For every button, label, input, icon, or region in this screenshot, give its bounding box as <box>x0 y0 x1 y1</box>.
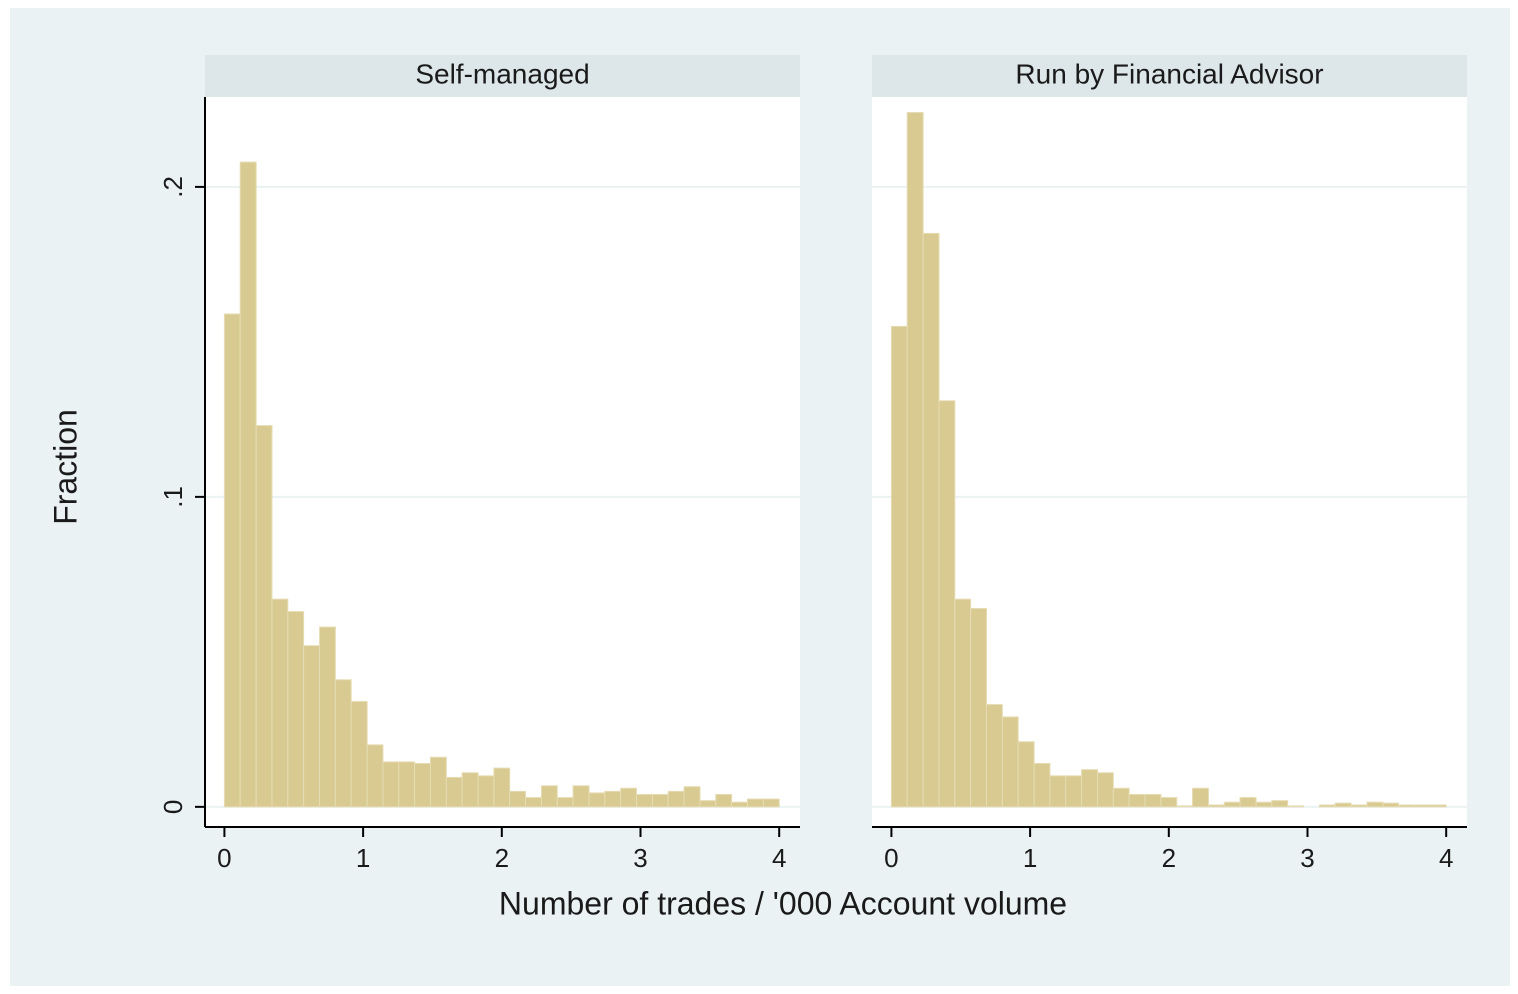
histogram-bar <box>1128 793 1146 808</box>
x-tick-label: 1 <box>1023 843 1037 873</box>
histogram-bar <box>970 607 988 808</box>
histogram-bar <box>461 772 479 808</box>
x-tick-label: 1 <box>356 843 370 873</box>
histogram-bar <box>271 598 289 808</box>
panel-title: Run by Financial Advisor <box>1015 58 1323 89</box>
histogram-bar <box>762 798 780 808</box>
histogram-bar <box>445 776 463 808</box>
histogram-bar <box>954 598 972 808</box>
histogram-bar <box>635 793 653 808</box>
histogram-bar <box>334 679 352 808</box>
histogram-bar <box>699 800 717 808</box>
histogram-bar <box>556 797 574 808</box>
histogram-bar <box>1207 804 1225 808</box>
x-axis-label: Number of trades / '000 Account volume <box>499 885 1067 921</box>
x-tick-label: 2 <box>495 843 509 873</box>
histogram-bar <box>604 790 622 808</box>
histogram-bar <box>1287 805 1304 808</box>
histogram-bar <box>1429 804 1447 808</box>
histogram-bar <box>746 798 764 808</box>
histogram-bar <box>1382 802 1400 808</box>
histogram-bar <box>255 425 273 808</box>
histogram-bar <box>223 313 241 808</box>
x-tick-label: 2 <box>1162 843 1176 873</box>
panel-header <box>872 55 1467 97</box>
histogram-bar <box>572 785 590 808</box>
histogram-bar <box>430 756 447 808</box>
x-tick-label: 4 <box>1439 843 1453 873</box>
panel-title: Self-managed <box>415 58 589 89</box>
histogram-bar <box>1160 797 1178 808</box>
histogram-bar <box>1081 769 1099 808</box>
histogram-bar <box>1176 805 1194 808</box>
histogram-bar <box>1033 762 1051 808</box>
histogram-bar <box>1255 801 1273 808</box>
histogram-bar <box>366 744 384 808</box>
histogram-bar <box>509 790 527 808</box>
histogram-bar <box>398 761 416 808</box>
histogram-bar <box>525 797 542 808</box>
histogram-bar <box>715 793 733 808</box>
histogram-bar <box>540 785 558 808</box>
y-axis-label: Fraction <box>47 409 83 525</box>
histogram-bar <box>239 161 257 808</box>
histogram-bar <box>1097 772 1114 808</box>
histogram-bar <box>382 761 400 808</box>
histogram-bar <box>683 786 701 808</box>
panel-header <box>205 55 800 97</box>
histogram-bar <box>906 111 924 808</box>
histogram-bar <box>1398 804 1415 808</box>
histogram-bar <box>493 767 511 808</box>
histogram-bar <box>1318 804 1336 808</box>
histogram-bar <box>1049 775 1067 808</box>
histogram-bar <box>287 611 305 808</box>
histogram-bar <box>1112 787 1130 808</box>
histogram-bar <box>477 775 495 808</box>
histogram-bar <box>1001 716 1019 808</box>
histogram-bar <box>1017 741 1035 808</box>
y-tick-label: 0 <box>158 800 188 814</box>
histogram-bar <box>303 645 321 808</box>
histogram-bar <box>1350 804 1368 808</box>
y-tick-label: .1 <box>158 486 188 508</box>
x-tick-label: 3 <box>633 843 647 873</box>
histogram-bar <box>588 792 606 808</box>
histogram-bar <box>922 232 940 808</box>
histogram-bar <box>1271 800 1289 808</box>
histogram-bar <box>1334 802 1352 808</box>
histogram-bar <box>890 325 908 808</box>
histogram-bar <box>667 790 685 808</box>
histogram-bar <box>1366 801 1384 808</box>
histogram-bar <box>319 626 336 808</box>
histogram-bar <box>938 400 956 808</box>
histogram-bar <box>1192 787 1209 808</box>
histogram-bar <box>1065 775 1083 808</box>
x-tick-label: 4 <box>772 843 786 873</box>
histogram-bar <box>620 787 637 808</box>
histogram-bar <box>1144 793 1162 808</box>
histogram-bar <box>1223 801 1241 808</box>
histogram-bar <box>1239 797 1257 808</box>
histogram-bar <box>1413 804 1431 808</box>
histogram-bar <box>731 801 748 808</box>
x-tick-label: 0 <box>884 843 898 873</box>
y-tick-label: .2 <box>158 176 188 198</box>
histogram-bar <box>414 762 432 808</box>
x-tick-label: 3 <box>1300 843 1314 873</box>
histogram-bar <box>350 700 368 808</box>
x-tick-label: 0 <box>217 843 231 873</box>
histogram-bar <box>986 704 1003 808</box>
histogram-bar <box>651 793 669 808</box>
